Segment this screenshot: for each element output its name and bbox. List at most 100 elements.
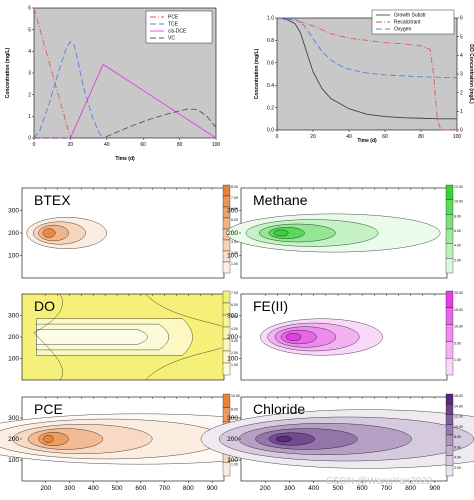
- colorbar-label: 12.00: [454, 415, 463, 419]
- y-tick-label: 4: [28, 49, 31, 55]
- colorbar-label: 6.00: [231, 207, 238, 211]
- colorbar-label: 1.00: [454, 358, 461, 362]
- colorbar-label: 5.00: [231, 315, 238, 319]
- colorbar-segment: [445, 290, 454, 308]
- y-tick-label: 3: [28, 71, 31, 77]
- contour-panel-chloride: Chloride 100 200 300 200 300 400 500 600 700 800 90…: [200, 393, 474, 492]
- y-tick-label: 100: [8, 457, 19, 464]
- y-tick-label: 200: [227, 436, 238, 443]
- panel-title: Chloride: [253, 401, 305, 417]
- x-tick-label: 600: [135, 485, 146, 492]
- y2-tick-label: 1: [460, 109, 463, 115]
- colorbar-label: 2.00: [454, 258, 461, 262]
- colorbar: 16.00 14.00 12.00 10.00 8.00 6.00 4.00 2.00: [445, 393, 463, 477]
- colorbar-segment: [445, 258, 454, 274]
- x-tick-label: 400: [308, 485, 319, 492]
- colorbar-segment: [445, 184, 454, 200]
- x-tick-label: 800: [183, 485, 194, 492]
- panel-title: Methane: [253, 192, 308, 208]
- colorbar-label: 5.00: [231, 218, 238, 222]
- colorbar-segment: [445, 445, 454, 456]
- colorbar-segment: [222, 261, 231, 274]
- y-tick-label: 100: [227, 253, 238, 260]
- panel-title: DO: [34, 298, 55, 314]
- contour-band: [42, 228, 56, 238]
- colorbar-label: 14.00: [454, 404, 463, 408]
- y-tick-label: 100: [8, 253, 19, 260]
- legend-label: PCE: [168, 15, 179, 21]
- x-tick-label: 40: [104, 142, 110, 148]
- colorbar-segment: [222, 393, 231, 408]
- y-tick-label: 200: [227, 334, 238, 341]
- contour-band: [275, 435, 292, 443]
- y2-tick-label: 5: [460, 34, 463, 40]
- colorbar-label: 10.00: [231, 394, 240, 398]
- x-tick-label: 300: [64, 485, 75, 492]
- colorbar-segment: [222, 217, 231, 230]
- colorbar-label: 6.00: [231, 303, 238, 307]
- colorbar-segment: [445, 424, 454, 436]
- colorbar-label: 4.00: [454, 244, 461, 248]
- y-tick-label: 100: [227, 457, 238, 464]
- colorbar-label: 2.00: [454, 466, 461, 470]
- y-tick-label: 300: [8, 313, 19, 320]
- panel-title: BTEX: [34, 192, 71, 208]
- colorbar-label: 10.00: [454, 200, 463, 204]
- colorbar-segment: [222, 184, 231, 197]
- colorbar-label: 8.00: [454, 214, 461, 218]
- colorbar-segment: [222, 239, 231, 252]
- x-tick-label: 700: [381, 485, 392, 492]
- colorbar-label: 1.00: [231, 262, 238, 266]
- chart-cometabolism: 0 20 40 60 80 100 0.0 0.2 0.4 0.6 0.8 1.0 0 1 2 3 4 5 6 Gr…: [254, 9, 474, 144]
- y2-tick-label: 6: [460, 16, 463, 22]
- colorbar-label: 2.00: [231, 351, 238, 355]
- contour-panel-fe-ii-: FE(II) 100 200 300 20.00 15.00 10.00 5.00 1.00: [227, 290, 463, 381]
- y2-tick-label: 4: [460, 53, 463, 59]
- legend-label: Growth Substr: [394, 13, 426, 19]
- contour-band: [43, 435, 54, 443]
- plot-area: [276, 17, 458, 131]
- watermark: CSDN @WangYan2022: [326, 476, 433, 487]
- x-tick-label: 0: [276, 134, 279, 140]
- x-axis-label: Time (d): [115, 156, 135, 162]
- colorbar-segment: [445, 214, 454, 230]
- x-tick-label: 200: [260, 485, 271, 492]
- colorbar-label: 3.00: [231, 339, 238, 343]
- y-tick-label: 1: [28, 114, 31, 120]
- y-tick-label: 0.0: [267, 128, 274, 134]
- y-tick-label: 100: [227, 356, 238, 363]
- x-tick-label: 0: [33, 142, 36, 148]
- colorbar-segment: [445, 324, 454, 342]
- x-tick-label: 500: [333, 485, 344, 492]
- y-tick-label: 0.2: [267, 105, 274, 111]
- colorbar-segment: [445, 414, 454, 425]
- colorbar-label: 1.00: [231, 363, 238, 367]
- colorbar-segment: [445, 199, 454, 215]
- legend-label: VC: [168, 36, 175, 42]
- y-tick-label: 200: [8, 436, 19, 443]
- x-tick-label: 60: [140, 142, 146, 148]
- y-tick-label: 300: [8, 208, 19, 215]
- colorbar-label: 4.00: [231, 327, 238, 331]
- y-tick-label: 1.0: [267, 16, 274, 22]
- x-tick-label: 900: [207, 485, 218, 492]
- colorbar-segment: [222, 290, 231, 304]
- colorbar-segment: [445, 404, 454, 415]
- colorbar-segment: [445, 243, 454, 259]
- colorbar-label: 2.00: [231, 251, 238, 255]
- colorbar-segment: [222, 362, 231, 376]
- y-tick-label: 300: [227, 208, 238, 215]
- colorbar-label: 6.00: [454, 445, 461, 449]
- y-tick-label: 5: [28, 27, 31, 33]
- colorbar-segment: [222, 195, 231, 208]
- y2-tick-label: 2: [460, 90, 463, 96]
- panel-title: FE(II): [253, 298, 288, 314]
- legend-label: Oxygen: [394, 27, 411, 33]
- y-tick-label: 300: [8, 415, 19, 422]
- contour-panel-do: DO 100 200 300 7.00 6.00 5.00 4.00 3.00 2.00 1.00: [8, 290, 238, 381]
- colorbar: 8.007.006.005.004.003.002.001.00: [222, 184, 238, 274]
- x-tick-label: 80: [177, 142, 183, 148]
